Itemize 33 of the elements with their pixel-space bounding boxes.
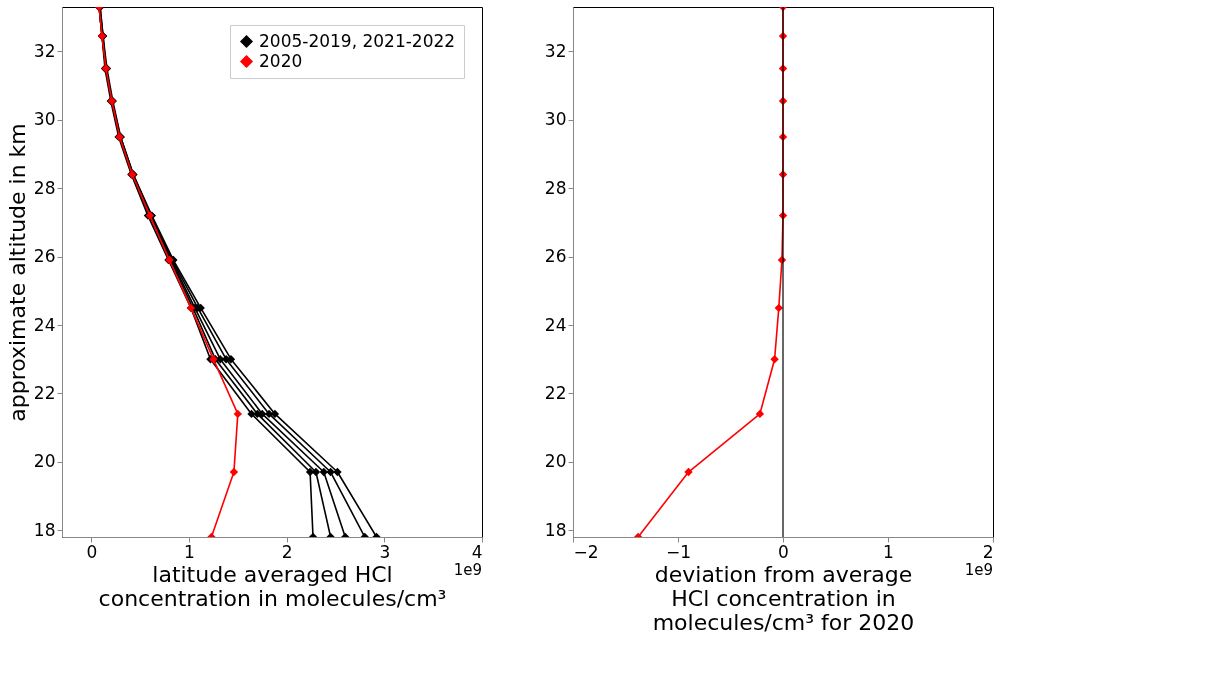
x-tick-label: 2 (281, 541, 293, 562)
y-tick-label: 28 (544, 177, 567, 198)
legend-label: 2020 (259, 50, 303, 71)
x-tick-label: −1 (665, 541, 692, 562)
legend-label: 2005-2019, 2021-2022 (259, 30, 456, 51)
y-tick-label: 22 (33, 382, 56, 403)
text: 1e9 (453, 561, 482, 579)
x-axis-title: deviation from average HCl concentration in molecules/cm³ for 2020 (652, 561, 915, 635)
x-tick-label: 1 (883, 541, 894, 562)
y-tick-label: 26 (33, 246, 56, 267)
y-tick-label: 18 (33, 519, 56, 540)
x-tick-label: 3 (379, 541, 391, 562)
y-tick-label: 32 (33, 40, 56, 61)
y-axis-title: approximate altitude in km (4, 123, 30, 422)
y-tick-label: 30 (544, 109, 567, 130)
y-tick-label: 26 (544, 246, 567, 267)
x-tick-label: 2 (982, 541, 994, 562)
y-tick-label: 18 (544, 519, 567, 540)
y-tick-label: 22 (544, 382, 567, 403)
x-tick-label: 0 (778, 541, 789, 562)
y-tick-label: 32 (544, 40, 567, 61)
y-tick-label: 28 (33, 177, 56, 198)
x-tick-label: 1 (184, 541, 195, 562)
y-tick-label: 20 (33, 451, 56, 472)
y-tick-label: 30 (33, 109, 56, 130)
y-tick-label: 24 (544, 314, 567, 335)
y-tick-label: 20 (544, 451, 567, 472)
x-tick-label: −2 (573, 541, 599, 562)
x-tick-label: 0 (86, 541, 98, 562)
x-axis-title: latitude averaged HCl concentration in molecules/cm³ (98, 561, 447, 611)
y-tick-label: 24 (33, 314, 56, 335)
x-tick-label: 4 (471, 541, 483, 562)
text: 1e9 (964, 561, 993, 579)
